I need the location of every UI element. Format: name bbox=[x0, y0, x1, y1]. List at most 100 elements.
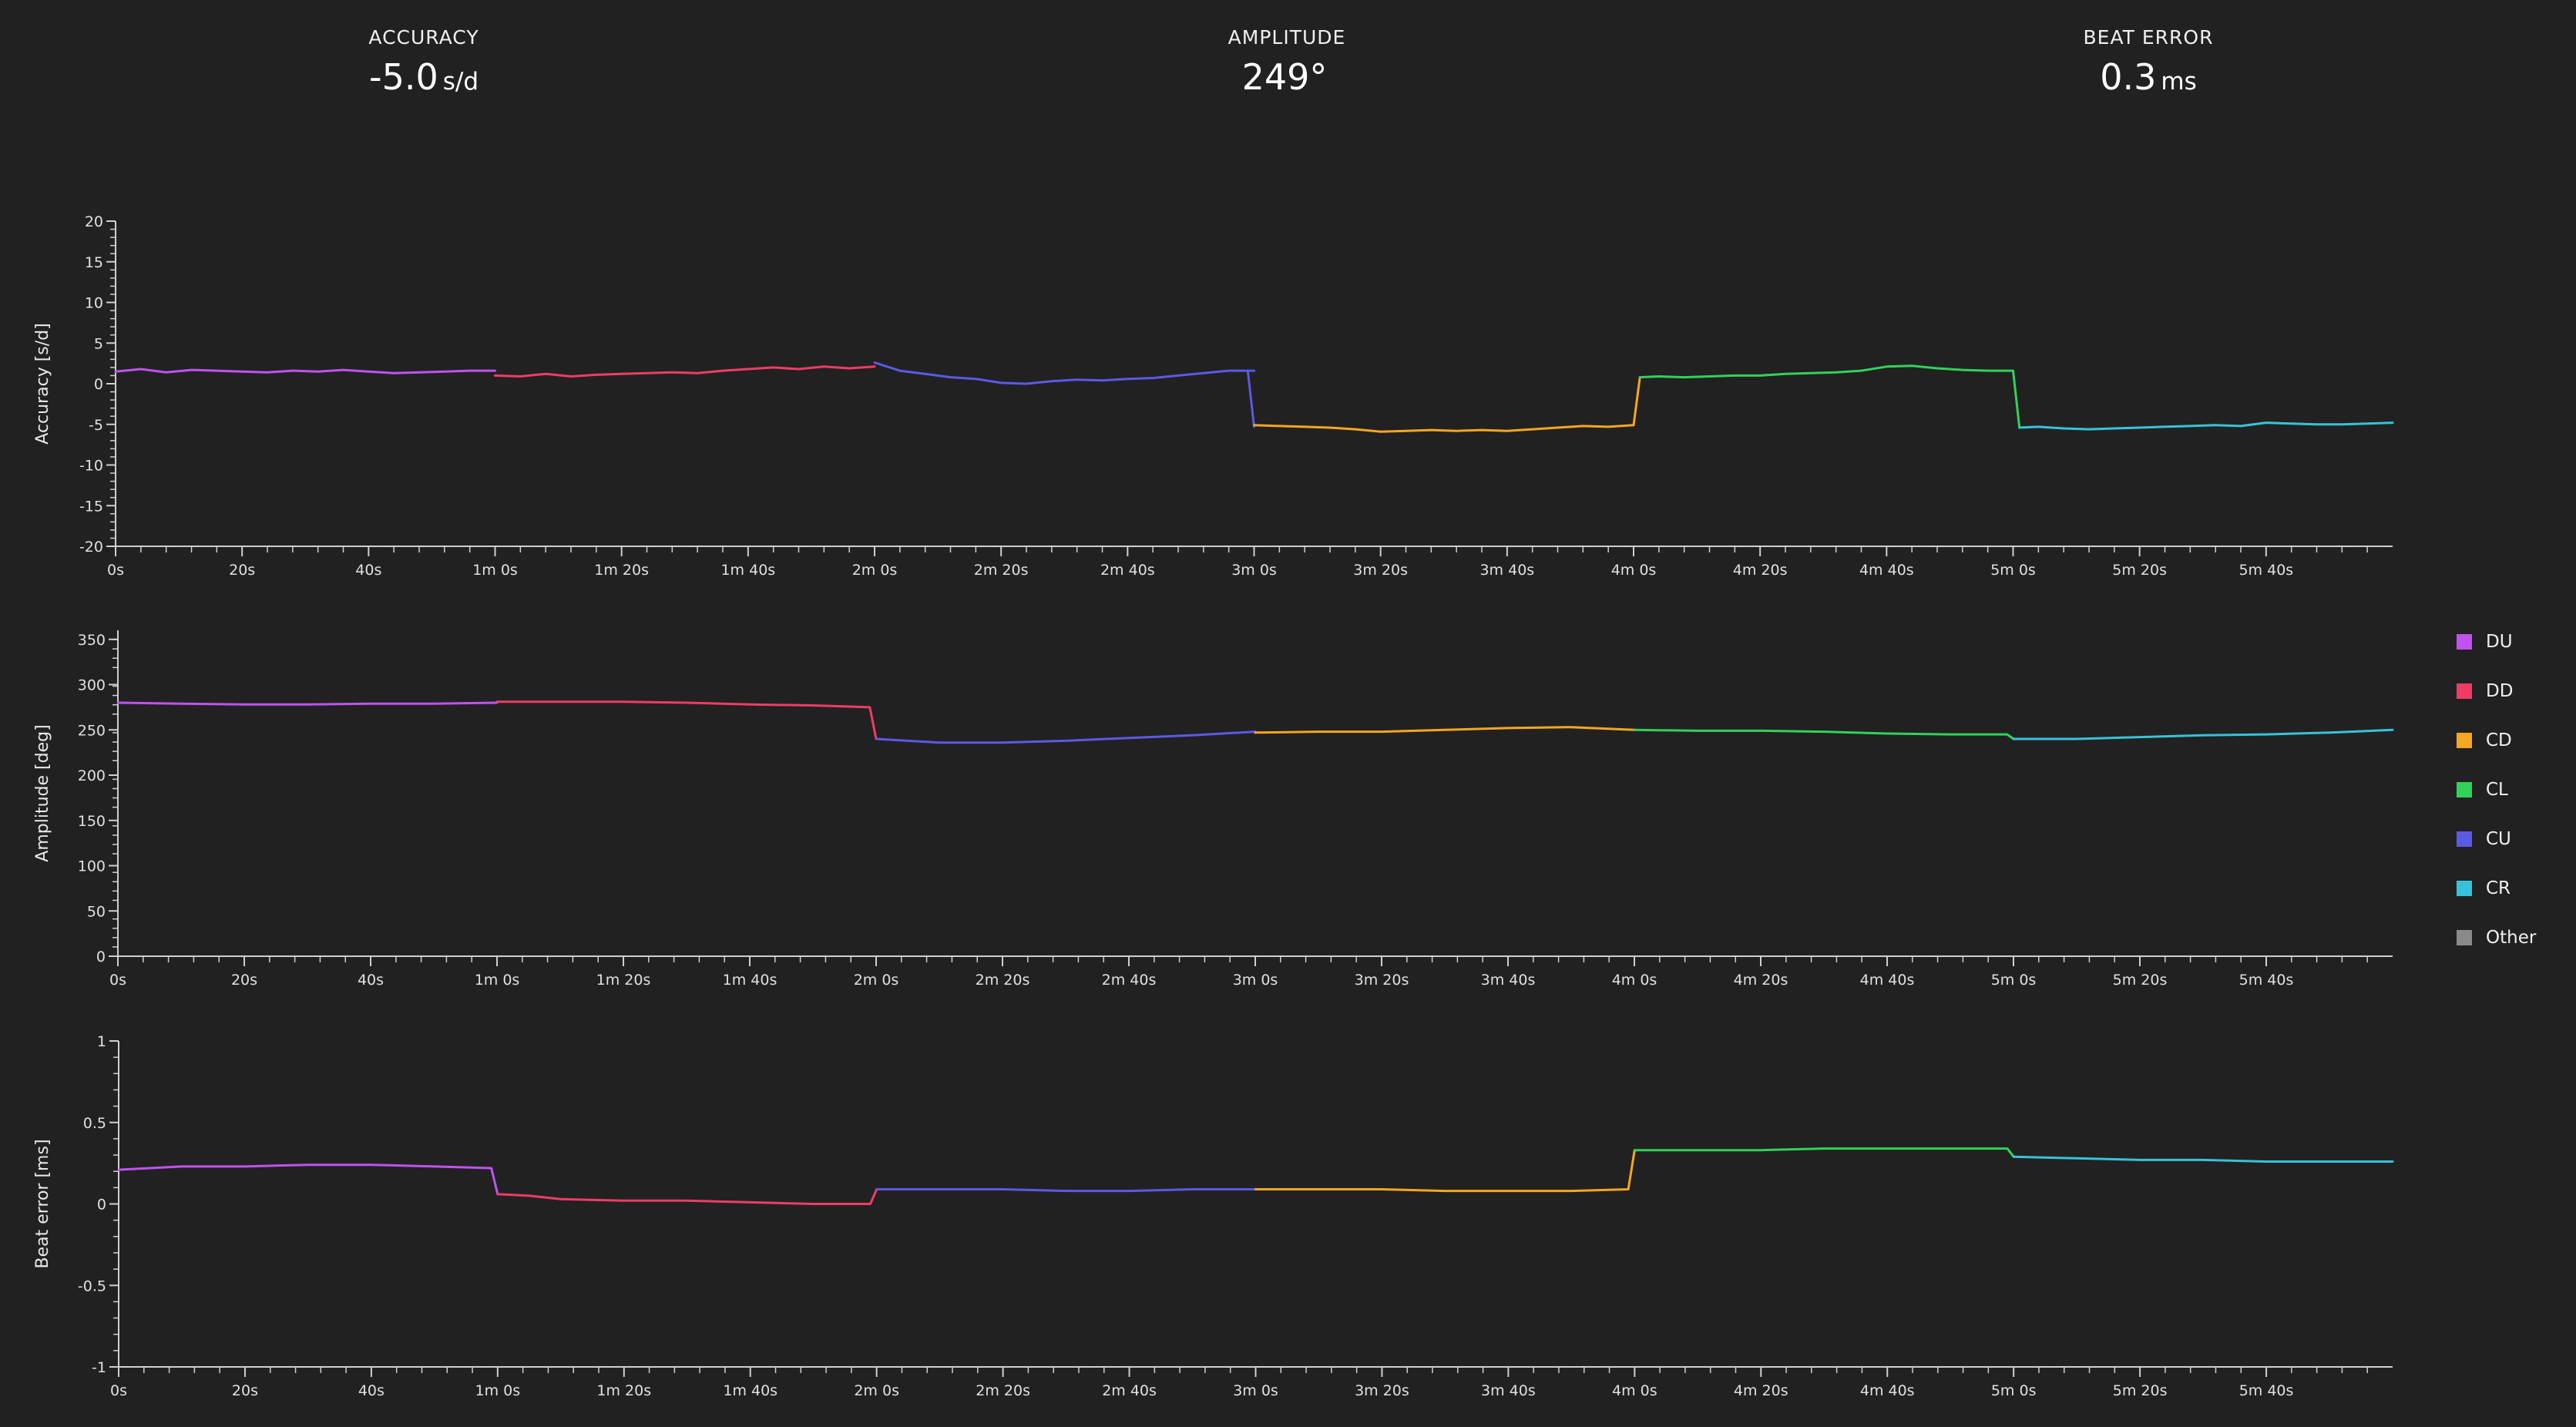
x-tick-label: 20s bbox=[232, 1382, 258, 1399]
legend-swatch-cd bbox=[2457, 733, 2472, 748]
x-tick-label: 2m 20s bbox=[974, 562, 1029, 579]
x-tick-label: 0s bbox=[107, 562, 124, 579]
y-tick-label: -10 bbox=[79, 458, 103, 475]
amplitude-value-row: 249° bbox=[1056, 56, 1518, 98]
x-tick-label: 4m 20s bbox=[1733, 562, 1788, 579]
beat-error-unit: ms bbox=[2161, 68, 2197, 96]
legend-swatch-cu bbox=[2457, 831, 2472, 847]
x-tick-label: 2m 20s bbox=[976, 1382, 1030, 1399]
beat-error-value: 0.3 bbox=[2100, 56, 2157, 98]
legend-item-cu[interactable]: CU bbox=[2457, 828, 2511, 851]
series-line-cd bbox=[1632, 376, 1641, 427]
y-tick-label: -1 bbox=[92, 1359, 106, 1376]
chart-panel-1: -20 -15 -10 -5 0 5 10 15 20 0s 20s 40s 1m 0s 1m 20s 1m… bbox=[33, 213, 2394, 579]
series-line-dd bbox=[495, 700, 878, 740]
y-tick-label: -5 bbox=[89, 417, 103, 434]
legend-swatch-du bbox=[2457, 634, 2472, 650]
series-line-cr bbox=[2018, 421, 2394, 431]
x-tick-label: 1m 0s bbox=[475, 972, 520, 989]
y-axis-label: Accuracy [s/d] bbox=[33, 323, 52, 444]
x-tick-label: 20s bbox=[229, 562, 255, 579]
x-tick-label: 1m 40s bbox=[723, 972, 778, 989]
legend-swatch-other bbox=[2457, 930, 2472, 945]
x-tick-label: 4m 20s bbox=[1734, 1382, 1788, 1399]
x-tick-label: 1m 20s bbox=[594, 562, 649, 579]
chart-panel-3: -1 -0.5 0 0.5 1 0s 20s 40s 1m 0s 1m 20s 1m 40s 2m 0… bbox=[33, 1033, 2394, 1399]
y-tick-label: 0 bbox=[96, 949, 106, 965]
x-tick-label: 3m 40s bbox=[1479, 562, 1534, 579]
series-line-du bbox=[117, 1163, 499, 1196]
legend-label-cd: CD bbox=[2486, 730, 2512, 750]
series-line-cu bbox=[875, 1188, 1257, 1193]
x-tick-label: 1m 40s bbox=[723, 1382, 778, 1399]
legend-item-cr[interactable]: CR bbox=[2457, 877, 2511, 900]
series-line-du bbox=[114, 368, 496, 374]
legend-item-du[interactable]: DU bbox=[2457, 630, 2513, 653]
x-tick-label: 4m 0s bbox=[1612, 1382, 1657, 1399]
x-tick-label: 3m 0s bbox=[1231, 562, 1277, 579]
series-line-cr bbox=[2012, 1155, 2394, 1163]
x-tick-label: 3m 20s bbox=[1355, 1382, 1409, 1399]
amplitude-stat: AMPLITUDE 249° bbox=[1056, 26, 1518, 98]
accuracy-unit: s/d bbox=[442, 68, 479, 96]
x-tick-label: 5m 20s bbox=[2113, 972, 2168, 989]
accuracy-stat: ACCURACY -5.0 s/d bbox=[193, 26, 655, 98]
amplitude-label: AMPLITUDE bbox=[1228, 26, 1346, 49]
x-tick-label: 20s bbox=[231, 972, 257, 989]
x-tick-label: 1m 20s bbox=[596, 1382, 651, 1399]
series-line-cu bbox=[875, 730, 1257, 744]
series-line-cu bbox=[1246, 369, 1255, 428]
legend-item-dd[interactable]: DD bbox=[2457, 680, 2513, 703]
y-tick-label: 0.5 bbox=[83, 1115, 106, 1132]
y-tick-label: 10 bbox=[85, 295, 103, 312]
legend-item-cl[interactable]: CL bbox=[2457, 778, 2508, 801]
x-tick-label: 4m 0s bbox=[1612, 972, 1657, 989]
x-tick-label: 2m 40s bbox=[1102, 1382, 1157, 1399]
series-line-cl bbox=[1633, 728, 2015, 740]
y-tick-label: 15 bbox=[85, 254, 103, 271]
x-tick-label: 5m 0s bbox=[1991, 972, 2037, 989]
x-tick-label: 3m 40s bbox=[1481, 1382, 1536, 1399]
y-tick-label: 0 bbox=[94, 376, 103, 393]
series-line-cl bbox=[1638, 364, 2014, 379]
y-axis-label: Beat error [ms] bbox=[33, 1139, 52, 1268]
y-tick-label: 1 bbox=[97, 1033, 106, 1050]
beat-error-stat: BEAT ERROR 0.3 ms bbox=[1917, 26, 2380, 98]
y-tick-label: -20 bbox=[79, 539, 103, 556]
x-tick-label: 4m 20s bbox=[1734, 972, 1788, 989]
series-line-cr bbox=[2012, 728, 2394, 740]
x-tick-label: 5m 40s bbox=[2239, 1382, 2294, 1399]
y-tick-label: 100 bbox=[78, 858, 106, 875]
x-tick-label: 2m 40s bbox=[1100, 562, 1155, 579]
legend-label-cr: CR bbox=[2486, 878, 2511, 898]
x-tick-label: 1m 20s bbox=[596, 972, 651, 989]
y-tick-label: 200 bbox=[78, 767, 106, 784]
legend-item-cd[interactable]: CD bbox=[2457, 729, 2512, 752]
legend-label-cl: CL bbox=[2486, 780, 2508, 800]
x-tick-label: 40s bbox=[358, 972, 384, 989]
series-line-cl bbox=[2012, 369, 2021, 429]
x-tick-label: 40s bbox=[358, 1382, 385, 1399]
x-tick-label: 3m 0s bbox=[1233, 972, 1278, 989]
y-tick-label: -0.5 bbox=[78, 1278, 106, 1294]
series-line-dd bbox=[494, 365, 876, 378]
x-tick-label: 2m 0s bbox=[854, 1382, 899, 1399]
series-line-cd bbox=[1253, 424, 1635, 433]
y-tick-label: -15 bbox=[79, 498, 103, 515]
x-tick-label: 2m 0s bbox=[854, 972, 899, 989]
series-line-cu bbox=[873, 361, 1255, 385]
x-tick-label: 5m 20s bbox=[2112, 562, 2167, 579]
x-tick-label: 1m 40s bbox=[720, 562, 775, 579]
x-tick-label: 1m 0s bbox=[475, 1382, 521, 1399]
x-tick-label: 0s bbox=[110, 1382, 127, 1399]
legend-label-dd: DD bbox=[2486, 681, 2514, 701]
legend-item-other[interactable]: Other bbox=[2457, 926, 2536, 949]
x-tick-label: 3m 20s bbox=[1353, 562, 1408, 579]
x-tick-label: 3m 20s bbox=[1355, 972, 1409, 989]
series-line-dd bbox=[496, 1188, 878, 1205]
accuracy-value-row: -5.0 s/d bbox=[193, 56, 655, 98]
y-tick-label: 150 bbox=[78, 813, 106, 830]
x-tick-label: 40s bbox=[355, 562, 381, 579]
y-tick-label: 350 bbox=[78, 632, 106, 649]
